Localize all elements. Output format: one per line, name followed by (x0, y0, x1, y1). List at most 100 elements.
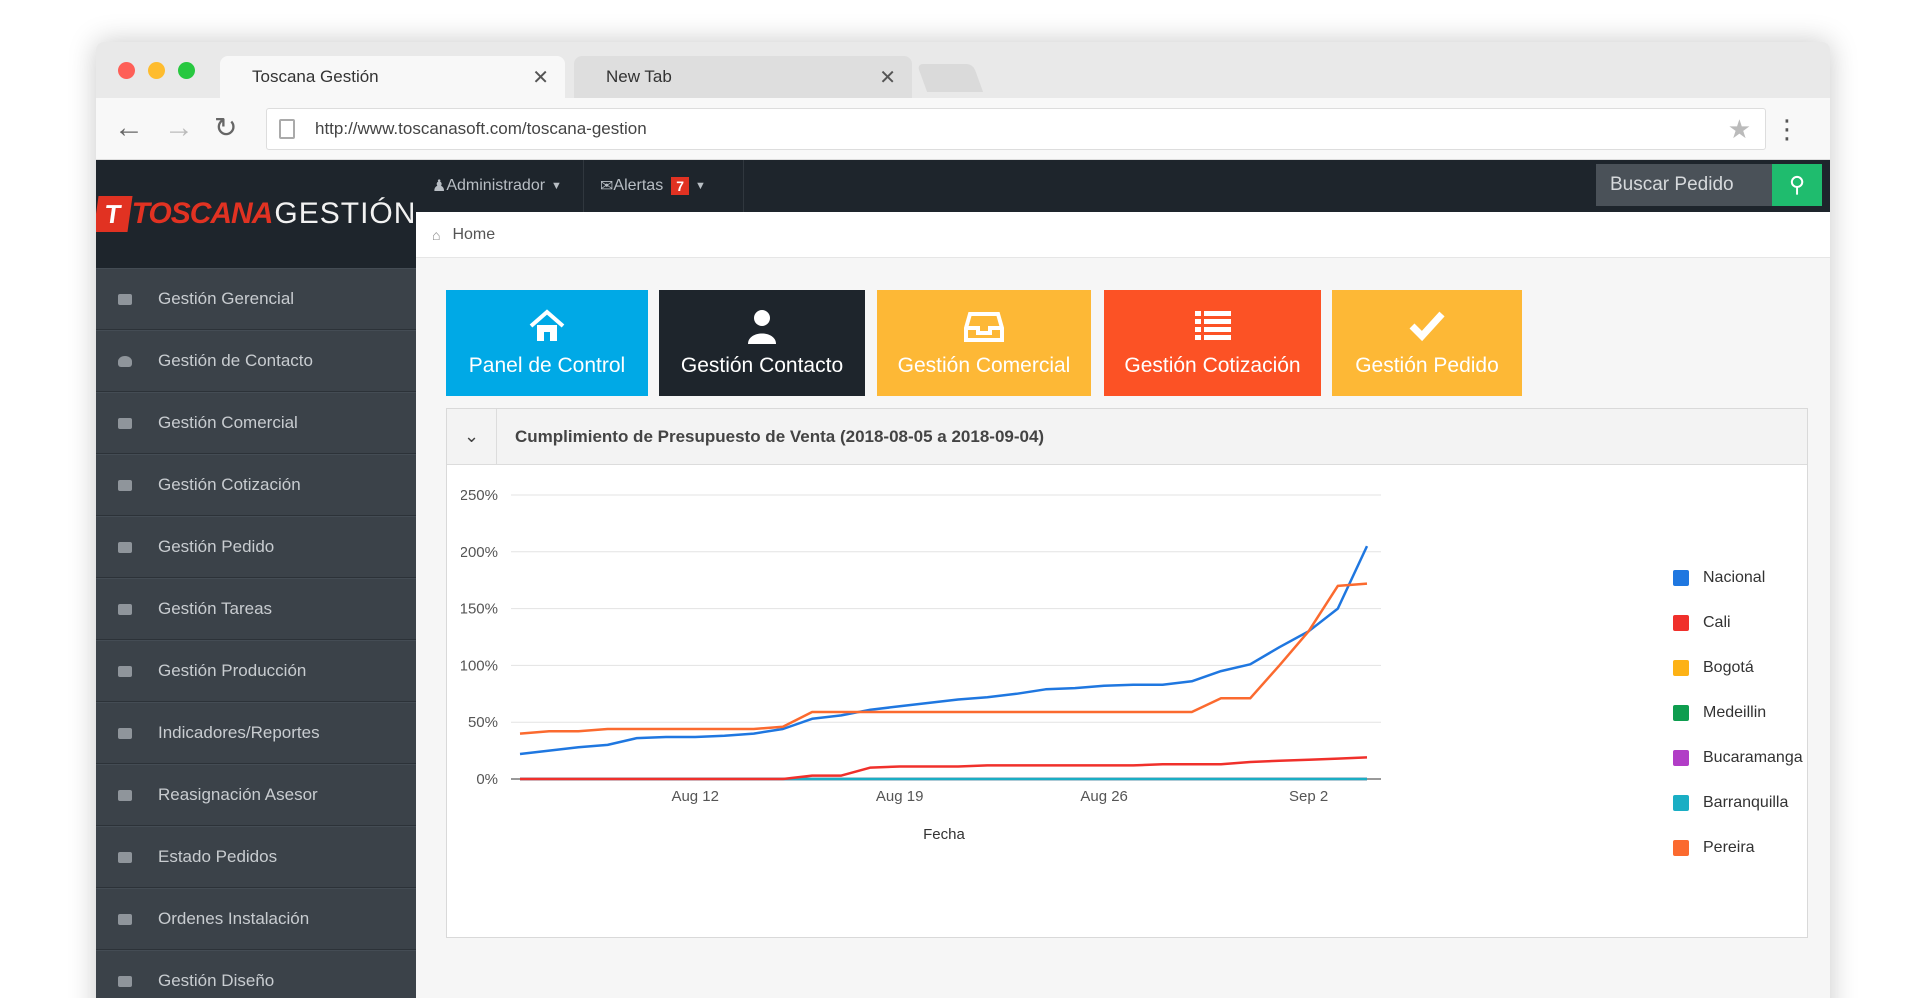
series-line-cali (520, 756, 1368, 781)
tab-title: Toscana Gestión (252, 67, 379, 86)
tile-label: Gestión Comercial (897, 354, 1071, 377)
legend-swatch (1673, 749, 1689, 766)
star-icon[interactable]: ★ (1727, 113, 1751, 144)
sidebar-item-gestion-contacto[interactable]: Gestión de Contacto (96, 330, 416, 392)
y-tick-label: 200% (461, 544, 498, 561)
legend-label: Medeillin (1703, 703, 1767, 721)
sidebar-item-label: Gestión Comercial (158, 413, 298, 432)
address-bar[interactable]: http://www.toscanasoft.com/toscana-gesti… (266, 108, 1766, 150)
arrow-right-icon[interactable]: → (164, 111, 194, 144)
legend-swatch (1673, 569, 1689, 586)
app-root: T TOSCANA GESTIÓN Gestión Gerencial Gest… (96, 160, 1830, 998)
top-navbar: ♟ Administrador ▼ ✉ Alertas 7 ▼ ⚲ (416, 160, 1830, 212)
x-tick-label: Sep 2 (1289, 788, 1328, 805)
logo-text-secondary: GESTIÓN (274, 197, 417, 230)
legend-label: Bogotá (1703, 658, 1754, 676)
panel-title: Cumplimiento de Presupuesto de Venta (20… (515, 426, 1045, 446)
browser-window: Toscana Gestión ✕ New Tab ✕ ← → ↻ http:/… (96, 42, 1830, 998)
sidebar-item-label: Gestión Cotización (158, 475, 301, 494)
sidebar-item-reasignacion-asesor[interactable]: Reasignación Asesor (96, 764, 416, 826)
legend-swatch (1673, 704, 1689, 721)
inbox-icon (118, 665, 132, 677)
sidebar-item-indicadores-reportes[interactable]: Indicadores/Reportes (96, 702, 416, 764)
sidebar-item-gestion-comercial[interactable]: Gestión Comercial (96, 392, 416, 454)
search-input[interactable] (1596, 164, 1772, 206)
arrow-left-icon[interactable]: ← (114, 111, 144, 144)
legend-item[interactable]: Bogotá (1673, 645, 1803, 690)
tile-gestion-contacto[interactable]: Gestión Contacto (659, 290, 865, 396)
tile-gestion-cotizacion[interactable]: Gestión Cotización (1104, 290, 1321, 396)
kebab-menu-icon[interactable]: ⋮ (1774, 114, 1800, 144)
sidebar-item-gestion-cotizacion[interactable]: Gestión Cotización (96, 454, 416, 516)
tile-label: Gestión Pedido (1355, 354, 1499, 377)
tab-close-icon[interactable]: ✕ (879, 66, 896, 89)
y-tick-label: 100% (461, 657, 498, 674)
browser-tab-new[interactable]: New Tab ✕ (574, 56, 912, 98)
tab-close-icon[interactable]: ✕ (532, 66, 549, 89)
sidebar-item-gestion-tareas[interactable]: Gestión Tareas (96, 578, 416, 640)
tile-panel-de-control[interactable]: Panel de Control (446, 290, 648, 396)
sidebar: T TOSCANA GESTIÓN Gestión Gerencial Gest… (96, 160, 416, 998)
series-line-pereira (519, 582, 1368, 735)
y-tick-label: 150% (461, 601, 498, 618)
legend-item[interactable]: Barranquilla (1673, 780, 1803, 825)
breadcrumb-home[interactable]: Home (452, 225, 496, 243)
legend-item[interactable]: Cali (1673, 600, 1803, 645)
breadcrumb: ⌂ Home (416, 212, 1830, 258)
sidebar-item-label: Gestión de Contacto (158, 351, 313, 370)
sidebar-item-label: Gestión Producción (158, 661, 307, 680)
sidebar-item-label: Gestión Pedido (158, 537, 275, 556)
legend-label: Barranquilla (1703, 793, 1789, 811)
sidebar-item-estado-pedidos[interactable]: Estado Pedidos (96, 826, 416, 888)
sidebar-item-gestion-gerencial[interactable]: Gestión Gerencial (96, 268, 416, 330)
logo-text-primary: TOSCANA (131, 197, 274, 230)
tab-strip: Toscana Gestión ✕ New Tab ✕ (96, 42, 1830, 98)
inbox-icon (118, 541, 132, 553)
admin-dropdown[interactable]: ♟ Administrador ▼ (416, 160, 584, 212)
search-icon[interactable]: ⚲ (1772, 164, 1822, 206)
chevron-down-icon[interactable]: ⌄ (447, 408, 497, 465)
legend-item[interactable]: Medeillin (1673, 690, 1803, 735)
user-icon: ♟ (432, 178, 447, 195)
legend-item[interactable]: Pereira (1673, 825, 1803, 870)
caret-down-icon: ▼ (551, 180, 562, 192)
sidebar-item-gestion-pedido[interactable]: Gestión Pedido (96, 516, 416, 578)
url-text[interactable]: http://www.toscanasoft.com/toscana-gesti… (315, 119, 647, 138)
panel-header: ⌄ Cumplimiento de Presupuesto de Venta (… (447, 408, 1807, 465)
inbox-icon (118, 789, 132, 801)
order-search: ⚲ (1596, 164, 1822, 206)
sidebar-item-gestion-diseno[interactable]: Gestión Diseño (96, 950, 416, 998)
home-icon (527, 308, 567, 344)
inbox-icon (118, 727, 132, 739)
reload-icon[interactable]: ↻ (214, 112, 238, 143)
x-tick-label: Aug 26 (1080, 788, 1128, 805)
x-axis-title: Fecha (923, 826, 965, 843)
check-icon (1407, 308, 1447, 344)
inbox-icon (118, 479, 132, 491)
legend-item[interactable]: Bucaramanga (1673, 735, 1803, 780)
browser-tab-active[interactable]: Toscana Gestión ✕ (220, 56, 565, 98)
legend-label: Bucaramanga (1703, 748, 1803, 766)
admin-label: Administrador (446, 177, 546, 194)
window-maximize-dot[interactable] (178, 62, 195, 79)
legend-swatch (1673, 659, 1689, 676)
alerts-dropdown[interactable]: ✉ Alertas 7 ▼ (584, 160, 744, 212)
new-tab-button[interactable] (916, 64, 984, 92)
tile-gestion-pedido[interactable]: Gestión Pedido (1332, 290, 1522, 396)
tab-title: New Tab (606, 67, 672, 86)
inbox-icon (118, 913, 132, 925)
sidebar-item-label: Indicadores/Reportes (158, 723, 320, 742)
legend-item[interactable]: Nacional (1673, 555, 1803, 600)
sidebar-menu: Gestión Gerencial Gestión de Contacto Ge… (96, 268, 416, 998)
brand-logo[interactable]: T TOSCANA GESTIÓN (96, 160, 416, 268)
tile-gestion-comercial[interactable]: Gestión Comercial (877, 290, 1091, 396)
legend-swatch (1673, 794, 1689, 811)
caret-down-icon: ▼ (695, 180, 706, 192)
sidebar-item-ordenes-instalacion[interactable]: Ordenes Instalación (96, 888, 416, 950)
logo: T TOSCANA GESTIÓN (96, 196, 416, 232)
window-minimize-dot[interactable] (148, 62, 165, 79)
window-close-dot[interactable] (118, 62, 135, 79)
x-tick-label: Aug 19 (876, 788, 924, 805)
sidebar-item-gestion-produccion[interactable]: Gestión Producción (96, 640, 416, 702)
browser-toolbar: ← → ↻ http://www.toscanasoft.com/toscana… (96, 98, 1830, 160)
